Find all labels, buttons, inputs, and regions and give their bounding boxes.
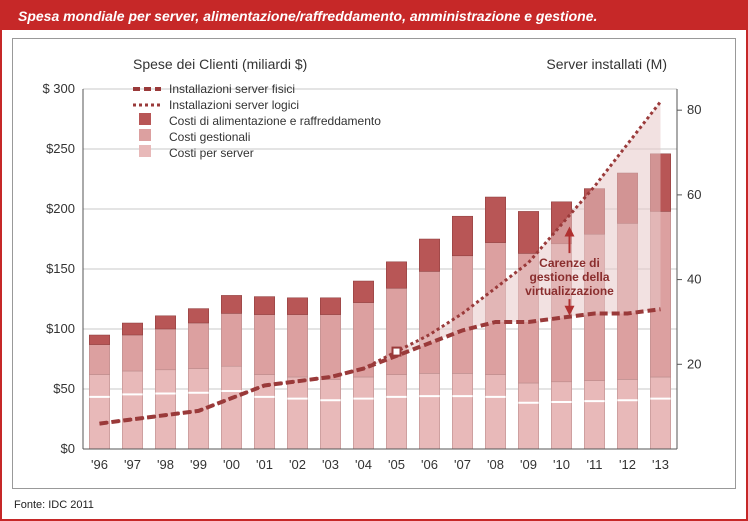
chart-frame: Spesa mondiale per server, alimentazione… — [0, 0, 748, 521]
x-tick-label: '08 — [487, 457, 504, 472]
x-tick-label: '02 — [289, 457, 306, 472]
x-tick-label: '04 — [355, 457, 372, 472]
line-physical — [100, 309, 661, 423]
bar-server — [650, 377, 670, 449]
chart-area: Spese dei Clienti (miliardi $) Server ins… — [12, 38, 736, 489]
left-tick-label: $200 — [46, 201, 75, 216]
x-tick-label: '99 — [190, 457, 207, 472]
bar-power — [485, 197, 505, 243]
left-tick-label: $150 — [46, 261, 75, 276]
x-tick-label: '13 — [652, 457, 669, 472]
x-tick-label: '98 — [157, 457, 174, 472]
bar-power — [89, 335, 109, 345]
legend-server: Costi per server — [169, 146, 254, 160]
left-tick-label: $250 — [46, 141, 75, 156]
x-tick-label: '11 — [587, 457, 603, 472]
bar-power — [452, 216, 472, 256]
right-tick-label: 20 — [687, 356, 701, 371]
bar-mgmt — [419, 271, 439, 373]
x-tick-label: '10 — [553, 457, 570, 472]
x-tick-label: '96 — [91, 457, 108, 472]
bar-server — [485, 375, 505, 449]
x-tick-label: '07 — [454, 457, 471, 472]
bar-power — [518, 211, 538, 253]
bar-mgmt — [89, 345, 109, 375]
bar-server — [122, 371, 142, 449]
bar-mgmt — [320, 315, 340, 380]
legend-logical: Installazioni server logici — [169, 98, 299, 112]
bar-power — [353, 281, 373, 303]
bar-power — [155, 316, 175, 329]
bar-server — [617, 379, 637, 449]
x-tick-label: '01 — [256, 457, 273, 472]
x-tick-label: '00 — [223, 457, 240, 472]
bar-power — [287, 298, 307, 315]
bar-server — [353, 377, 373, 449]
bar-server — [320, 379, 340, 449]
bar-mgmt — [155, 329, 175, 370]
bar-power — [320, 298, 340, 315]
bar-server — [518, 383, 538, 449]
x-tick-label: '97 — [124, 457, 141, 472]
bar-mgmt — [254, 315, 274, 375]
bar-server — [221, 366, 241, 449]
legend-mgmt: Costi gestionali — [169, 130, 250, 144]
bar-power — [188, 309, 208, 323]
bar-power — [122, 323, 142, 335]
left-tick-label: $50 — [53, 381, 75, 396]
legend-power: Costi di alimentazione e raffreddamento — [169, 114, 381, 128]
marker-square — [393, 348, 401, 356]
right-axis-title: Server installati (M) — [546, 56, 667, 72]
annotation-line1: Carenze di — [539, 256, 600, 270]
bar-server — [155, 370, 175, 449]
bar-mgmt — [188, 323, 208, 369]
x-tick-label: '12 — [619, 457, 636, 472]
x-tick-label: '03 — [322, 457, 339, 472]
bar-server — [287, 377, 307, 449]
bar-server — [419, 373, 439, 449]
left-axis-title: Spese dei Clienti (miliardi $) — [133, 56, 307, 72]
bar-server — [386, 375, 406, 449]
bar-server — [584, 381, 604, 449]
x-tick-label: '06 — [421, 457, 438, 472]
bar-power — [221, 295, 241, 313]
legend: Installazioni server fisici Installazioni… — [133, 82, 381, 160]
bar-mgmt — [221, 313, 241, 366]
bar-server — [551, 382, 571, 449]
left-tick-label: $0 — [61, 441, 75, 456]
bar-mgmt — [386, 288, 406, 374]
x-tick-label: '05 — [388, 457, 405, 472]
left-tick-label: $ 300 — [42, 81, 75, 96]
bar-mgmt — [287, 315, 307, 377]
chart-title: Spesa mondiale per server, alimentazione… — [2, 2, 746, 30]
legend-physical: Installazioni server fisici — [169, 82, 295, 96]
right-tick-label: 40 — [687, 272, 701, 287]
bar-power — [419, 239, 439, 271]
chart-svg: Spese dei Clienti (miliardi $) Server ins… — [13, 39, 737, 489]
bar-power — [386, 262, 406, 288]
bar-server — [452, 373, 472, 449]
left-tick-label: $100 — [46, 321, 75, 336]
right-tick-label: 80 — [687, 102, 701, 117]
bar-server — [89, 375, 109, 449]
annotation-line3: virtualizzazione — [525, 284, 614, 298]
annotation-line2: gestione della — [529, 270, 609, 284]
bar-mgmt — [122, 335, 142, 371]
bar-power — [254, 297, 274, 315]
x-tick-label: '09 — [520, 457, 537, 472]
source-label: Fonte: IDC 2011 — [14, 499, 94, 511]
right-tick-label: 60 — [687, 187, 701, 202]
